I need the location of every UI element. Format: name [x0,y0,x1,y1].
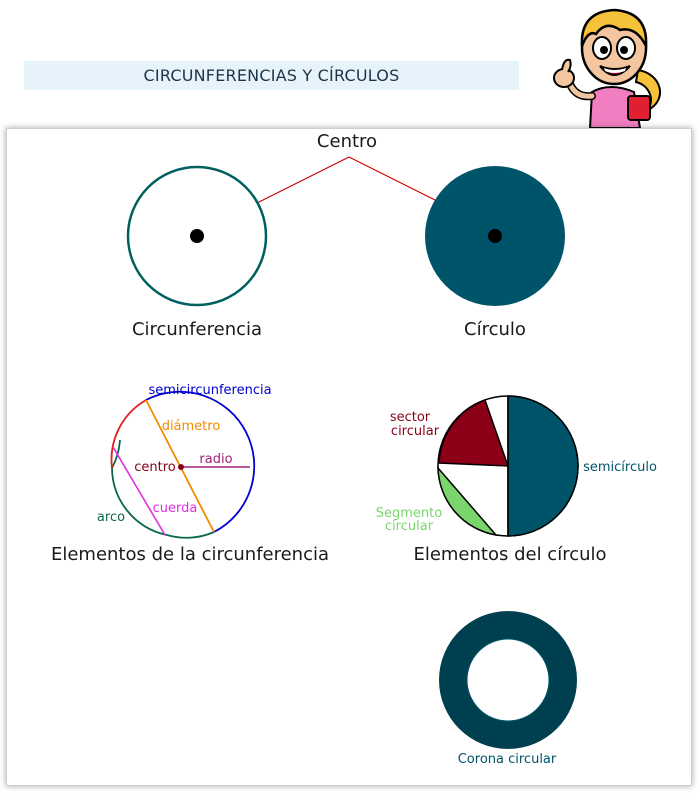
circunferencia-label: Circunferencia [132,319,262,340]
circulo-label: Círculo [464,319,526,340]
circunferencia-center-dot [190,229,204,243]
page-title: CIRCUNFERENCIAS Y CÍRCULOS [143,66,400,85]
segmento-label-line2: circular [385,519,434,534]
elementos-circulo-label: Elementos del círculo [413,544,606,565]
diagram-panel: Centro Circunferencia Círculo [6,128,692,786]
corona-shape [439,611,577,749]
elementos-circunferencia-label: Elementos de la circunferencia [51,544,329,565]
arco-label: arco [97,510,125,525]
circulo-center-dot [488,229,502,243]
title-banner: CIRCUNFERENCIAS Y CÍRCULOS [24,61,519,90]
semicircunferencia-label: semicircunferencia [148,383,271,398]
sector-label-line1: sector [390,410,431,425]
circles-diagram: Centro Circunferencia Círculo [51,131,657,767]
corona-label: Corona circular [458,752,557,767]
sector-label-line2: circular [391,424,440,439]
circunferencia-elements [110,390,256,539]
corona-inner [466,638,550,722]
centro-label: centro [134,460,176,475]
circulo-elements [437,395,579,537]
segmento-label-line1: Segmento [376,506,443,521]
diametro-label: diámetro [162,419,221,434]
cuerda-label: cuerda [153,501,198,516]
centro-heading: Centro [317,131,377,152]
semicirculo-label: semicírculo [583,460,657,475]
radio-label: radio [199,452,232,467]
girl-thumbs-up-icon [553,8,661,129]
